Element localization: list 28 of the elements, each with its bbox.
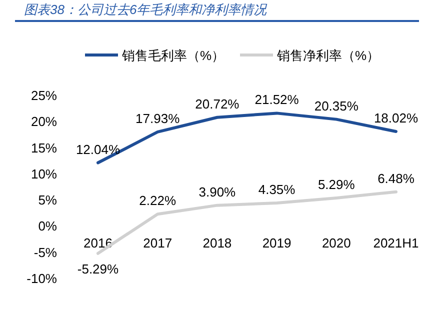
data-label: 4.35% bbox=[258, 182, 296, 197]
y-tick-label: 15% bbox=[30, 140, 58, 156]
y-tick-label: 25% bbox=[30, 88, 58, 103]
y-tick-label: 5% bbox=[38, 192, 58, 208]
chart-title: 图表38：公司过去6年毛利率和净利率情况 bbox=[24, 2, 268, 17]
data-label: 21.52% bbox=[254, 92, 300, 108]
data-label: 18.02% bbox=[374, 110, 418, 126]
data-label: 20.72% bbox=[195, 96, 240, 112]
x-tick-label: 2019 bbox=[262, 236, 292, 251]
x-tick-label: 2020 bbox=[322, 236, 351, 251]
y-tick-label: 10% bbox=[30, 166, 58, 182]
data-label: -5.29% bbox=[77, 261, 120, 276]
y-tick-label: -10% bbox=[26, 271, 58, 286]
data-label: 12.04% bbox=[76, 142, 120, 157]
y-tick-label: -5% bbox=[34, 244, 58, 260]
legend-label: 销售毛利率（%） bbox=[121, 48, 225, 63]
y-tick-label: 0% bbox=[38, 218, 58, 234]
data-label: 2.22% bbox=[139, 193, 176, 208]
x-tick-label: 2018 bbox=[202, 236, 232, 251]
y-tick-label: 20% bbox=[30, 114, 58, 130]
legend-label: 销售净利率（%） bbox=[276, 48, 380, 63]
data-label: 3.90% bbox=[198, 184, 236, 200]
data-label: 6.48% bbox=[378, 170, 415, 186]
x-tick-label: 2017 bbox=[143, 236, 172, 251]
x-tick-label: 2021H1 bbox=[373, 236, 419, 251]
data-label: 17.93% bbox=[136, 110, 180, 126]
data-label: 5.29% bbox=[318, 177, 356, 192]
data-label: 20.35% bbox=[314, 98, 359, 114]
